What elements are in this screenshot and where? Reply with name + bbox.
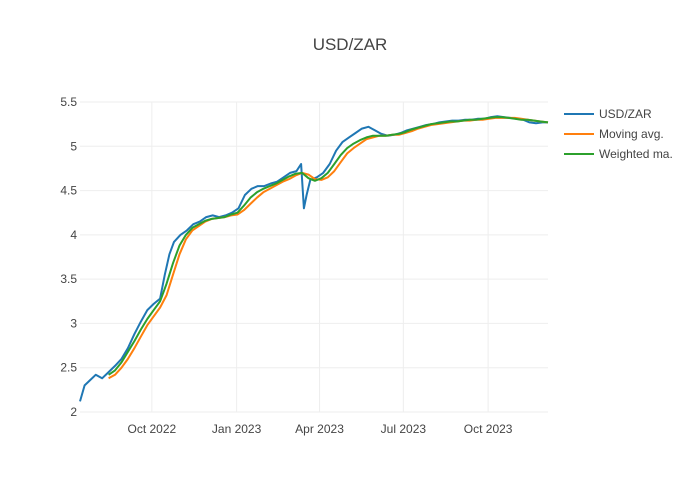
x-tick-label: Apr 2023 — [295, 422, 344, 436]
series-line-moving-avg — [108, 116, 549, 380]
y-tick-label: 5 — [70, 139, 77, 153]
legend-label: Weighted ma. — [599, 147, 673, 161]
y-tick-label: 4.5 — [60, 184, 77, 198]
series — [79, 115, 549, 402]
legend-item[interactable]: Weighted ma. — [564, 147, 673, 161]
y-tick-label: 5.5 — [60, 95, 77, 109]
y-tick-label: 2 — [70, 405, 77, 419]
x-tick-label: Jul 2023 — [381, 422, 427, 436]
chart-title: USD/ZAR — [313, 35, 388, 54]
grid — [80, 101, 548, 413]
legend-item[interactable]: USD/ZAR — [564, 107, 652, 121]
y-axis-ticks: 2 2.5 3 3.5 4 4.5 5 5.5 — [60, 95, 77, 419]
y-tick-label: 3 — [70, 316, 77, 330]
x-tick-label: Oct 2023 — [464, 422, 513, 436]
legend-item[interactable]: Moving avg. — [564, 127, 664, 141]
y-tick-label: 3.5 — [60, 272, 77, 286]
x-tick-label: Oct 2022 — [128, 422, 177, 436]
series-line-usd-zar — [79, 115, 548, 402]
legend[interactable]: USD/ZAR Moving avg. Weighted ma. — [564, 107, 673, 161]
series-line-weighted-ma — [108, 116, 549, 376]
y-tick-label: 4 — [70, 228, 77, 242]
y-tick-label: 2.5 — [60, 361, 77, 375]
x-tick-label: Jan 2023 — [212, 422, 262, 436]
x-axis-ticks: Oct 2022 Jan 2023 Apr 2023 Jul 2023 Oct 2023 — [128, 422, 513, 436]
legend-label: USD/ZAR — [599, 107, 652, 121]
legend-label: Moving avg. — [599, 127, 664, 141]
